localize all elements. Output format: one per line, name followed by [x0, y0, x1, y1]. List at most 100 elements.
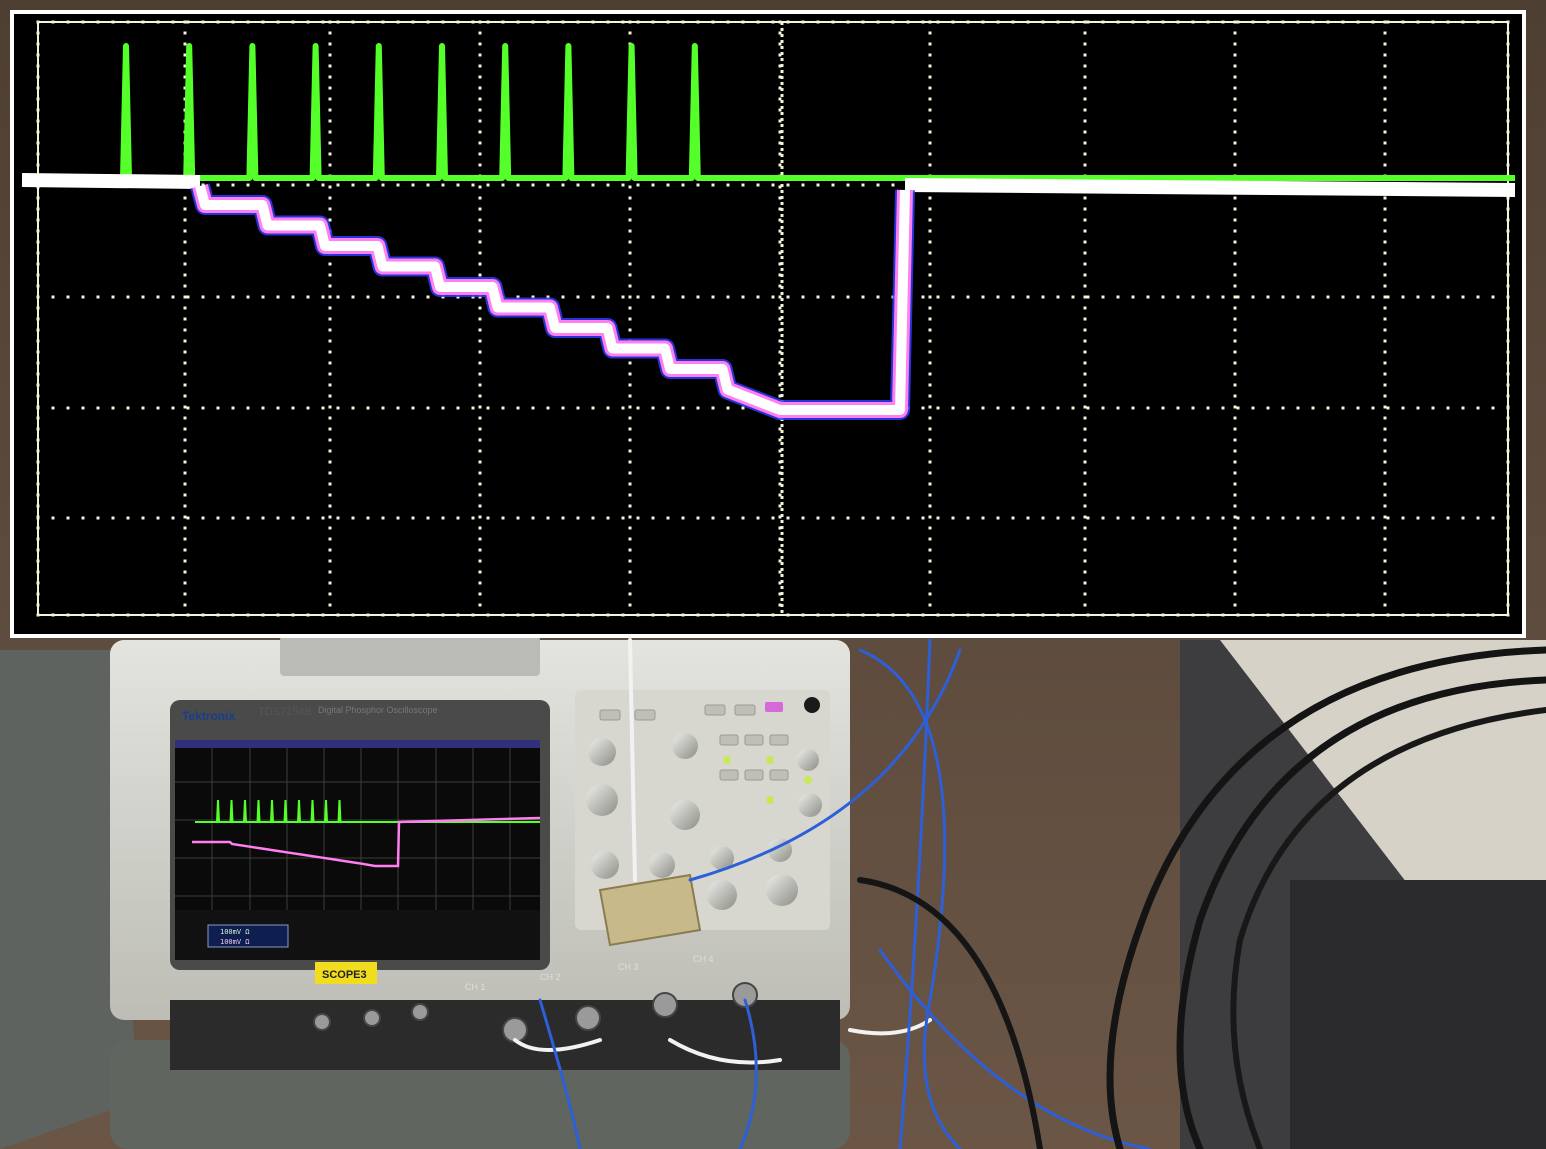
- knob[interactable]: [798, 793, 822, 817]
- grid-dot: [778, 163, 782, 167]
- grid-dot: [786, 516, 790, 520]
- grid-dot: [928, 53, 932, 57]
- grid-dot: [486, 516, 490, 520]
- grid-dot: [651, 295, 655, 299]
- grid-dot: [1383, 504, 1387, 508]
- grid-dot: [1446, 406, 1450, 410]
- grid-dot: [81, 406, 85, 410]
- power-button[interactable]: [804, 697, 820, 713]
- grid-dot: [156, 406, 160, 410]
- grid-dot: [928, 64, 932, 68]
- grid-dot: [276, 516, 280, 520]
- grid-dot: [1083, 196, 1087, 200]
- grid-dot: [246, 295, 250, 299]
- grid-dot: [928, 427, 932, 431]
- grid-dot: [711, 183, 715, 187]
- grid-dot: [928, 460, 932, 464]
- grid-dot: [231, 516, 235, 520]
- grid-dot: [846, 516, 850, 520]
- grid-dot: [183, 482, 187, 486]
- grid-dot: [1233, 53, 1237, 57]
- rf-splitter: [598, 873, 702, 947]
- grid-dot: [478, 482, 482, 486]
- grid-dot: [928, 526, 932, 530]
- grid-dot: [328, 141, 332, 145]
- grid-dot: [928, 570, 932, 574]
- knob[interactable]: [672, 733, 698, 759]
- grid-dot: [1116, 516, 1120, 520]
- grid-dot: [1233, 449, 1237, 453]
- knob[interactable]: [591, 851, 619, 879]
- grid-dot: [261, 183, 265, 187]
- knob[interactable]: [649, 852, 675, 878]
- knob[interactable]: [586, 784, 618, 816]
- grid-dot: [1356, 295, 1360, 299]
- knob[interactable]: [588, 738, 616, 766]
- grid-dot: [561, 295, 565, 299]
- grid-dot: [1131, 516, 1135, 520]
- grid-dot: [328, 196, 332, 200]
- knob[interactable]: [670, 800, 700, 830]
- grid-dot: [1176, 295, 1180, 299]
- grid-dot: [546, 406, 550, 410]
- grid-dot: [1233, 581, 1237, 585]
- grid-dot: [966, 406, 970, 410]
- grid-dot: [1233, 394, 1237, 398]
- grid-dot: [928, 416, 932, 420]
- grid-dot: [778, 75, 782, 79]
- grid-dot: [628, 273, 632, 277]
- grid-dot: [471, 183, 475, 187]
- grid-dot: [778, 108, 782, 112]
- grid-dot: [531, 183, 535, 187]
- grid-dot: [928, 251, 932, 255]
- grid-dot: [183, 383, 187, 387]
- grid-dot: [456, 516, 460, 520]
- grid-dot: [426, 183, 430, 187]
- knob[interactable]: [797, 749, 819, 771]
- grid-dot: [1266, 406, 1270, 410]
- grid-dot: [928, 42, 932, 46]
- grid-dot: [1233, 537, 1237, 541]
- knob[interactable]: [710, 846, 734, 870]
- grid-dot: [778, 526, 782, 530]
- grid-dot: [1233, 592, 1237, 596]
- grid-dot: [996, 295, 1000, 299]
- grid-dot: [1233, 460, 1237, 464]
- grid-dot: [1233, 42, 1237, 46]
- grid-dot: [1083, 592, 1087, 596]
- grid-dot: [726, 183, 730, 187]
- grid-dot: [328, 482, 332, 486]
- grid-dot: [1383, 317, 1387, 321]
- grid-dot: [778, 592, 782, 596]
- grid-dot: [478, 229, 482, 233]
- grid-dot: [1383, 493, 1387, 497]
- grid-dot: [928, 119, 932, 123]
- grid-dot: [1251, 295, 1255, 299]
- grid-dot: [1383, 581, 1387, 585]
- grid-dot: [411, 295, 415, 299]
- grid-dot: [628, 427, 632, 431]
- knob[interactable]: [707, 880, 737, 910]
- grid-dot: [1083, 493, 1087, 497]
- grid-dot: [183, 284, 187, 288]
- grid-dot: [928, 284, 932, 288]
- grid-dot: [1221, 516, 1225, 520]
- grid-dot: [183, 196, 187, 200]
- grid-dot: [928, 548, 932, 552]
- grid-dot: [183, 251, 187, 255]
- grid-dot: [291, 183, 295, 187]
- grid-dot: [478, 449, 482, 453]
- grid-dot: [928, 339, 932, 343]
- grid-dot: [201, 183, 205, 187]
- grid-dot: [876, 516, 880, 520]
- grid-dot: [726, 406, 730, 410]
- knob[interactable]: [766, 874, 798, 906]
- grid-dot: [628, 592, 632, 596]
- grid-dot: [778, 559, 782, 563]
- grid-dot: [628, 218, 632, 222]
- grid-dot: [1083, 262, 1087, 266]
- grid-dot: [936, 516, 940, 520]
- grid-dot: [478, 75, 482, 79]
- grid-dot: [1233, 130, 1237, 134]
- grid-dot: [183, 262, 187, 266]
